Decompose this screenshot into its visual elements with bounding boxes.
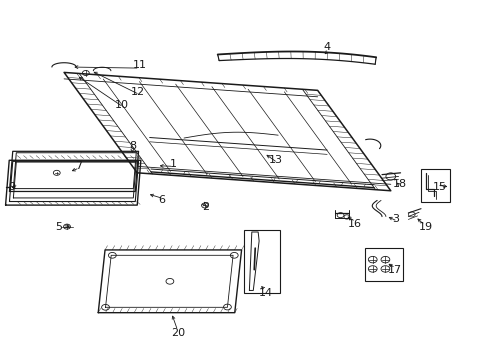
Text: 9: 9 [8, 182, 15, 192]
Text: 17: 17 [387, 265, 401, 275]
Text: 15: 15 [432, 182, 446, 192]
Bar [420, 169, 449, 202]
Text: 20: 20 [170, 328, 184, 338]
Text: 3: 3 [391, 215, 398, 224]
Bar [365, 248, 403, 281]
Text: 6: 6 [158, 195, 165, 205]
Text: 7: 7 [75, 161, 82, 171]
Text: 1: 1 [170, 159, 177, 169]
Text: 16: 16 [347, 219, 361, 229]
Text: 10: 10 [114, 100, 128, 110]
Text: 2: 2 [202, 202, 209, 212]
Text: 4: 4 [323, 42, 330, 52]
Text: 12: 12 [131, 87, 145, 97]
Text: 8: 8 [128, 141, 136, 151]
Text: 13: 13 [269, 155, 283, 165]
Text: 5: 5 [55, 222, 61, 232]
Text: 11: 11 [132, 60, 146, 70]
Text: 19: 19 [418, 222, 432, 232]
Bar [244, 230, 279, 293]
Text: 18: 18 [392, 179, 406, 189]
Text: 14: 14 [258, 288, 272, 298]
